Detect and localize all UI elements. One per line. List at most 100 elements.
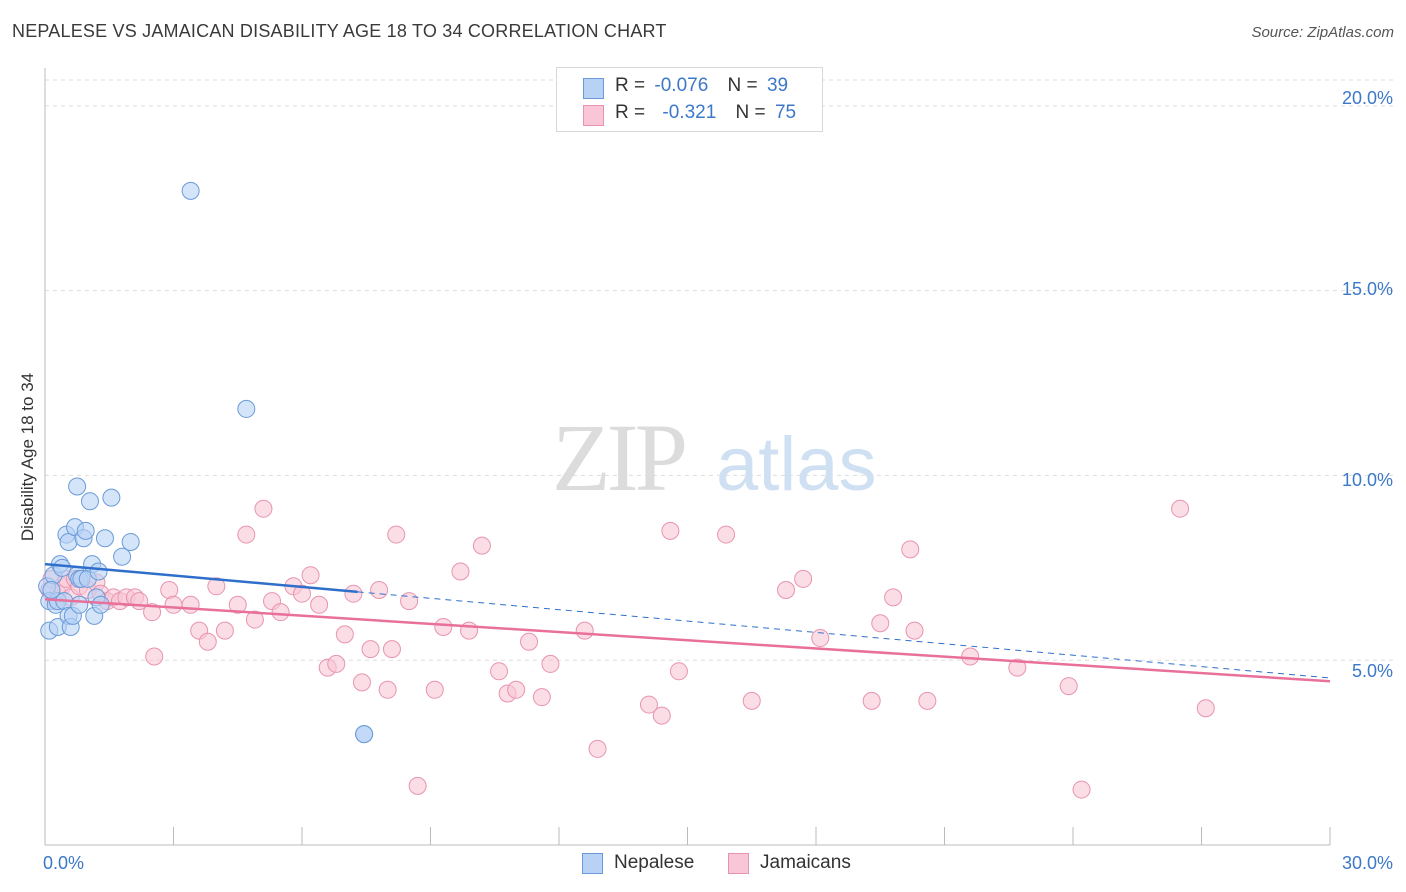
nepalese-trend-line xyxy=(44,562,358,594)
watermark-zip: ZIP xyxy=(552,404,685,511)
data-point xyxy=(42,581,61,599)
jamaicans-trend-line xyxy=(44,597,1331,683)
tick-labels: 5.0% 10.0% 15.0% 20.0% 0.0% 30.0% xyxy=(43,88,1393,873)
data-point xyxy=(327,654,346,673)
data-point xyxy=(520,632,539,651)
y-tick-label: 10.0% xyxy=(1342,470,1393,490)
data-point xyxy=(121,532,140,551)
data-point xyxy=(532,688,551,707)
data-point xyxy=(905,621,924,640)
data-point xyxy=(425,680,444,699)
nepalese-trend-extension xyxy=(357,591,1331,679)
data-point xyxy=(113,547,132,566)
jamaicans-swatch xyxy=(583,105,604,126)
n-value: 75 xyxy=(774,102,797,123)
data-point xyxy=(145,647,164,666)
data-point xyxy=(301,566,320,585)
data-point xyxy=(215,621,234,640)
data-point xyxy=(95,529,114,548)
data-point xyxy=(237,399,256,418)
data-point xyxy=(918,691,937,710)
chart-title: NEPALESE VS JAMAICAN DISABILITY AGE 18 T… xyxy=(12,21,667,41)
data-point xyxy=(143,603,162,622)
data-point xyxy=(862,691,881,710)
data-point xyxy=(91,595,110,614)
data-point xyxy=(541,654,560,673)
data-point xyxy=(588,739,607,758)
data-point xyxy=(228,595,247,614)
x-tick-label: 0.0% xyxy=(43,853,84,873)
r-label: R = xyxy=(615,102,646,123)
data-point xyxy=(669,662,688,681)
data-point xyxy=(382,640,401,659)
n-label: N = xyxy=(735,102,766,123)
data-point xyxy=(76,521,95,540)
data-point xyxy=(1059,677,1078,696)
data-point xyxy=(1196,699,1215,718)
watermark: ZIP atlas xyxy=(552,404,877,511)
data-point xyxy=(387,525,406,544)
r-label: R = xyxy=(615,75,646,96)
y-axis-label: Disability Age 18 to 34 xyxy=(18,373,37,541)
data-point xyxy=(490,662,509,681)
data-point xyxy=(352,673,371,692)
y-tick-label: 15.0% xyxy=(1342,279,1393,299)
data-point xyxy=(742,691,761,710)
data-point xyxy=(271,603,290,622)
y-tick-label: 20.0% xyxy=(1342,88,1393,108)
data-point xyxy=(1072,780,1091,799)
n-value: 39 xyxy=(766,75,789,96)
data-point xyxy=(370,581,389,599)
data-point xyxy=(1008,658,1027,677)
nepalese-legend-label: Nepalese xyxy=(614,852,695,873)
data-point xyxy=(310,595,329,614)
data-point xyxy=(80,492,99,511)
data-point xyxy=(70,595,89,614)
nepalese-legend-swatch xyxy=(582,853,603,874)
grid-lines xyxy=(45,79,1395,661)
data-point xyxy=(293,584,311,603)
data-point xyxy=(164,595,183,614)
data-point xyxy=(344,584,363,603)
data-point xyxy=(361,640,380,659)
jamaicans-points xyxy=(40,499,1215,799)
data-point xyxy=(181,595,200,614)
data-point xyxy=(181,181,200,200)
data-point xyxy=(901,540,920,559)
data-point xyxy=(335,625,354,644)
data-point xyxy=(575,621,594,640)
x-tick-label: 30.0% xyxy=(1342,853,1393,873)
jamaicans-legend-swatch xyxy=(728,853,749,874)
nepalese-points xyxy=(38,181,374,744)
data-point xyxy=(794,569,813,588)
data-point xyxy=(811,629,830,648)
data-point xyxy=(378,680,397,699)
data-point xyxy=(777,581,796,599)
data-point xyxy=(408,776,427,795)
data-point xyxy=(198,632,217,651)
data-point xyxy=(472,536,491,555)
data-point xyxy=(717,525,736,544)
correlation-legend: R = -0.076 N = 39 R = -0.321 N = 75 xyxy=(556,67,823,132)
data-point xyxy=(652,706,671,725)
r-value: -0.321 xyxy=(662,102,717,123)
data-point xyxy=(254,499,273,518)
data-point xyxy=(639,695,658,714)
data-point xyxy=(53,558,72,577)
axes xyxy=(44,68,1331,846)
n-label: N = xyxy=(727,75,758,96)
jamaicans-legend-label: Jamaicans xyxy=(760,852,851,873)
data-point xyxy=(355,725,374,744)
data-point xyxy=(237,525,256,544)
data-point xyxy=(68,477,87,496)
data-point xyxy=(434,617,453,636)
source-label: Source: ZipAtlas.com xyxy=(1251,24,1394,41)
nepalese-swatch xyxy=(583,78,604,99)
data-point xyxy=(871,614,890,633)
data-point xyxy=(400,592,419,611)
data-point xyxy=(451,562,470,581)
data-point xyxy=(1171,499,1190,518)
data-point xyxy=(961,647,980,666)
data-point xyxy=(207,577,226,596)
data-point xyxy=(507,680,526,699)
